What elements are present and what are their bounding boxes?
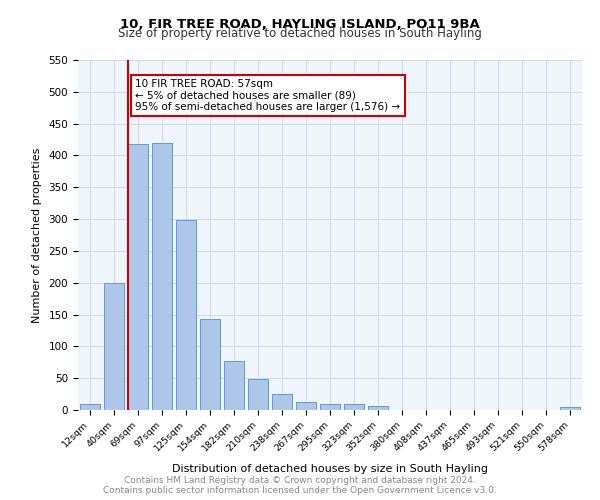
X-axis label: Distribution of detached houses by size in South Hayling: Distribution of detached houses by size … (172, 464, 488, 474)
Bar (344, 404, 364, 410)
Bar (104, 282, 124, 410)
Bar (200, 319, 220, 410)
Bar (560, 407, 580, 410)
Y-axis label: Number of detached properties: Number of detached properties (32, 148, 41, 322)
Bar (152, 142, 172, 410)
Text: Contains HM Land Registry data © Crown copyright and database right 2024.
Contai: Contains HM Land Registry data © Crown c… (103, 476, 497, 495)
Bar (320, 404, 340, 410)
Bar (176, 220, 196, 410)
Bar (248, 379, 268, 410)
Bar (128, 144, 148, 410)
Text: Size of property relative to detached houses in South Hayling: Size of property relative to detached ho… (118, 28, 482, 40)
Text: 10 FIR TREE ROAD: 57sqm
← 5% of detached houses are smaller (89)
95% of semi-det: 10 FIR TREE ROAD: 57sqm ← 5% of detached… (135, 79, 400, 112)
Bar (368, 406, 388, 410)
Bar (224, 361, 244, 410)
Text: 10, FIR TREE ROAD, HAYLING ISLAND, PO11 9BA: 10, FIR TREE ROAD, HAYLING ISLAND, PO11 … (120, 18, 480, 30)
Bar (296, 402, 316, 410)
Bar (272, 394, 292, 410)
Bar (80, 404, 100, 410)
